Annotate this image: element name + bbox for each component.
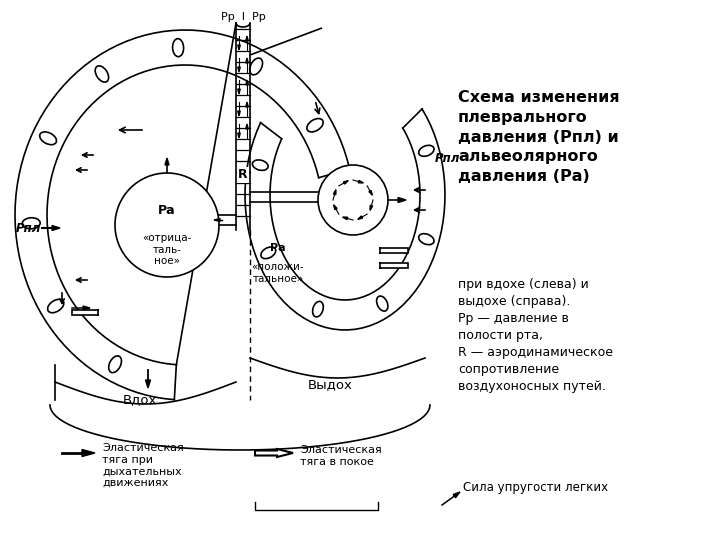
- Polygon shape: [358, 216, 363, 219]
- Polygon shape: [246, 102, 248, 107]
- Text: Сила упругости легких: Сила упругости легких: [463, 482, 608, 495]
- Polygon shape: [246, 58, 248, 63]
- Polygon shape: [246, 36, 248, 41]
- Text: при вдохе (слева) и
выдохе (справа).
Рр — давление в
полости рта,
R — аэродинами: при вдохе (слева) и выдохе (справа). Рр …: [458, 278, 613, 393]
- Polygon shape: [343, 217, 348, 220]
- Polygon shape: [370, 205, 373, 211]
- Polygon shape: [238, 89, 240, 94]
- Polygon shape: [238, 67, 240, 72]
- Text: Рр  I  Рр: Рр I Рр: [220, 12, 266, 22]
- Polygon shape: [246, 80, 248, 85]
- Text: Рa: Рa: [158, 205, 176, 218]
- Circle shape: [318, 165, 388, 235]
- Polygon shape: [398, 198, 406, 202]
- Polygon shape: [255, 449, 293, 457]
- Polygon shape: [333, 205, 337, 210]
- Polygon shape: [238, 111, 240, 116]
- Text: Выдох: Выдох: [307, 379, 352, 392]
- Text: Pпл: Pпл: [435, 152, 460, 165]
- Polygon shape: [214, 219, 220, 221]
- Polygon shape: [165, 158, 169, 165]
- Text: Эластическая
тяга при
дыхательных
движениях: Эластическая тяга при дыхательных движен…: [102, 443, 184, 488]
- Polygon shape: [359, 180, 364, 183]
- Polygon shape: [238, 45, 240, 50]
- Polygon shape: [246, 124, 248, 129]
- Polygon shape: [238, 133, 240, 138]
- Polygon shape: [369, 191, 372, 195]
- Text: Вдох: Вдох: [123, 394, 157, 407]
- Polygon shape: [380, 261, 408, 268]
- Polygon shape: [145, 380, 150, 388]
- Polygon shape: [83, 306, 90, 310]
- Polygon shape: [453, 492, 460, 498]
- Text: Эластическая
тяга в покое: Эластическая тяга в покое: [300, 445, 382, 467]
- Text: R: R: [238, 168, 248, 181]
- Text: Рa: Рa: [270, 243, 286, 253]
- Polygon shape: [52, 226, 60, 231]
- Text: «отрица-
таль-
ное»: «отрица- таль- ное»: [143, 233, 192, 266]
- Circle shape: [115, 173, 219, 277]
- Polygon shape: [343, 180, 348, 184]
- Polygon shape: [333, 190, 336, 195]
- Polygon shape: [72, 308, 98, 315]
- Polygon shape: [380, 246, 408, 253]
- Text: Pпл: Pпл: [15, 221, 41, 234]
- Text: Схема изменения
плеврального
давления (Рпл) и
альвеолярного
давления (Ра): Схема изменения плеврального давления (Р…: [458, 90, 620, 184]
- Text: «положи-
тальное»: «положи- тальное»: [252, 262, 305, 284]
- Polygon shape: [82, 449, 95, 456]
